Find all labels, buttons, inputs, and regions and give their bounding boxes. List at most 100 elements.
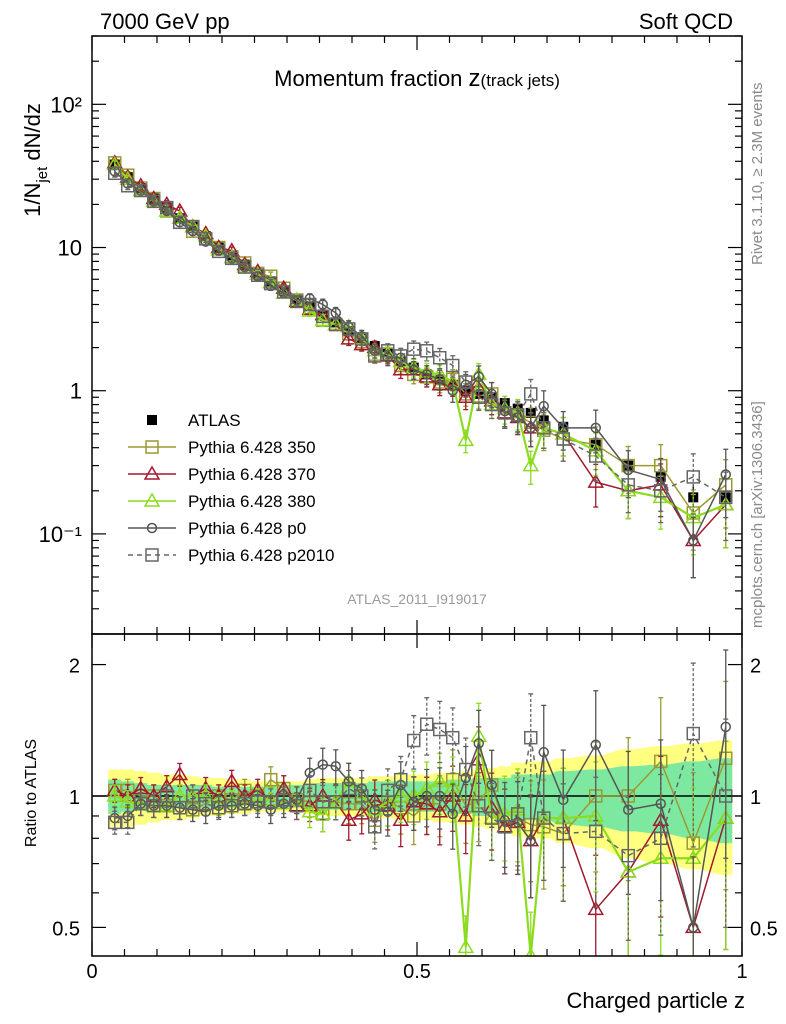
legend: ATLAS Pythia 6.428 350 Pythia 6.428 370 Pyt… [128,411,335,565]
main-title: Momentum fraction z(track jets) [274,65,560,92]
ratio-point [223,772,241,788]
legend-label: Pythia 6.428 p2010 [188,546,335,565]
ratio-y-tick-label: 2 [69,656,80,678]
data-point [420,344,434,358]
series-line [114,172,727,498]
data-point [199,232,213,246]
ratio-point [171,766,189,781]
ratio-point [654,831,668,846]
data-point [524,387,538,401]
ratio-point [106,787,124,802]
data-point [472,390,486,405]
ratio-point [525,947,536,956]
data-point [457,388,475,404]
ratio-point [686,726,700,741]
analysis-watermark: ATLAS_2011_I919017 [347,591,487,607]
data-point [186,219,200,234]
ratio-point [446,730,460,745]
ratio-point [420,717,434,731]
ratio-point [473,738,484,749]
ratio-point [303,783,317,798]
ratio-point [485,811,499,825]
ratio-point [317,759,328,770]
data-point [317,299,328,310]
data-point [225,251,239,266]
data-point [134,183,148,198]
ratio-point [134,796,148,811]
ratio-point [160,789,174,803]
data-point [121,178,135,193]
ratio-point [524,730,538,745]
x-tick-label: 1 [736,961,747,983]
legend-label: Pythia 6.428 p0 [188,519,306,538]
legend-entry: ATLAS [147,411,241,430]
data-point [407,342,421,356]
header-process-label: Soft QCD [639,9,733,34]
ratio-point [382,806,393,818]
ratio-point [301,803,319,818]
data-point [686,470,700,484]
legend-marker [143,465,161,480]
ratio-point [251,795,265,809]
ratio-y-tick-label-right: 2 [750,656,761,678]
legend-marker [145,440,159,454]
legend-label: ATLAS [188,411,241,430]
data-point [174,217,185,228]
ratio-point [342,781,356,796]
data-point [446,358,460,373]
ratio-point [368,820,382,834]
ratio-point [173,800,187,815]
ratio-point [394,772,408,787]
ratio-point [525,835,536,846]
data-point [522,457,540,472]
legend-marker [147,415,157,425]
data-point [447,385,458,396]
data-point [329,317,343,332]
data-point [590,422,601,434]
data-point [160,200,174,215]
ratio-point [556,826,570,841]
ratio-point [459,762,473,777]
ratio-y-tick-label-right: 1 [750,787,761,809]
ratio-point [590,739,601,751]
ratio-point [200,806,211,818]
legend-label: Pythia 6.428 380 [188,492,316,511]
ratio-point [688,922,699,933]
legend-entry: Pythia 6.428 350 [128,438,316,457]
data-point [587,473,605,488]
data-point [688,535,699,546]
ratio-point [407,733,421,748]
series-pythia-6-428-p0 [109,166,731,579]
legend-entry: Pythia 6.428 p0 [128,519,306,538]
data-point [511,407,525,422]
mcplots-reference-label: mcplots.cern.ch [arXiv:1306.3436] [749,401,766,628]
legend-entry: Pythia 6.428 370 [128,465,316,484]
data-point [368,349,382,363]
ratio-point [108,815,122,830]
data-point [525,422,536,434]
ratio-point [498,820,512,834]
ratio-point [199,796,213,811]
ratio-point [512,817,523,828]
ratio-point [314,805,332,820]
series-pythia-6-428-370 [106,154,735,579]
ratio-point [589,824,603,839]
ratio-point [330,760,341,772]
data-point [290,294,304,309]
main-y-tick-label: 10 [58,236,82,261]
data-point [434,374,445,385]
data-point [135,185,146,196]
data-point [316,309,330,324]
ratio-point [655,798,666,809]
main-y-tick-label: 10⁻¹ [39,522,82,547]
main-frame [91,35,743,635]
ratio-point [355,789,369,803]
legend-marker [145,548,159,562]
data-point [556,432,570,446]
ratio-point [537,811,551,825]
ratio-line [114,723,727,857]
ratio-point [238,796,252,811]
ratio-point [472,798,486,813]
data-point [355,332,369,346]
ratio-point [381,783,395,798]
